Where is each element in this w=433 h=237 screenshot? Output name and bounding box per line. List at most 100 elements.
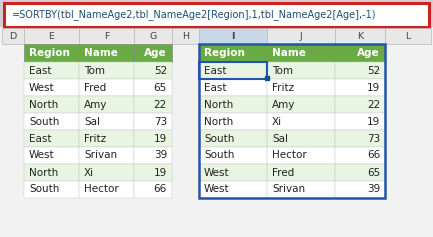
Text: G: G xyxy=(149,32,157,41)
Bar xyxy=(335,96,385,113)
Text: 65: 65 xyxy=(367,168,380,178)
Bar xyxy=(267,28,335,44)
Text: 22: 22 xyxy=(154,100,167,109)
Text: Name: Name xyxy=(84,48,118,58)
Bar xyxy=(134,164,172,181)
Bar xyxy=(199,113,267,130)
Bar xyxy=(24,147,79,164)
Bar xyxy=(267,113,335,130)
Bar xyxy=(24,96,79,113)
Bar xyxy=(199,44,385,198)
Bar xyxy=(79,96,134,113)
Text: Age: Age xyxy=(144,48,167,58)
Text: L: L xyxy=(405,32,410,41)
Bar xyxy=(267,130,335,147)
Bar xyxy=(79,79,134,96)
Bar xyxy=(24,113,79,130)
Text: North: North xyxy=(29,168,58,178)
Bar xyxy=(267,181,335,198)
Text: Fritz: Fritz xyxy=(272,82,294,92)
Bar xyxy=(134,44,172,62)
Bar xyxy=(335,130,385,147)
Text: Srivan: Srivan xyxy=(272,184,305,195)
Bar xyxy=(199,164,267,181)
Bar xyxy=(335,181,385,198)
Text: North: North xyxy=(204,100,233,109)
Text: 73: 73 xyxy=(154,117,167,127)
Text: South: South xyxy=(204,133,234,143)
Text: E: E xyxy=(48,32,55,41)
Text: Srivan: Srivan xyxy=(84,150,117,160)
Bar xyxy=(335,44,385,62)
Text: West: West xyxy=(29,150,55,160)
Text: 66: 66 xyxy=(367,150,380,160)
Text: F: F xyxy=(104,32,109,41)
Text: Tom: Tom xyxy=(272,65,293,76)
Text: Age: Age xyxy=(357,48,380,58)
Text: North: North xyxy=(29,100,58,109)
Bar xyxy=(134,62,172,79)
Text: 66: 66 xyxy=(154,184,167,195)
Text: Fred: Fred xyxy=(84,82,106,92)
Bar xyxy=(335,147,385,164)
Text: D: D xyxy=(10,32,16,41)
Bar xyxy=(0,27,433,237)
Text: 52: 52 xyxy=(367,65,380,76)
Bar xyxy=(199,62,267,79)
Bar xyxy=(24,62,79,79)
Text: Sal: Sal xyxy=(272,133,288,143)
Bar xyxy=(2,28,24,44)
Bar xyxy=(79,181,134,198)
Bar xyxy=(335,164,385,181)
Bar xyxy=(199,62,267,79)
Text: =SORTBY(tbl_NameAge2,tbl_NameAge2[Region],1,tbl_NameAge2[Age],-1): =SORTBY(tbl_NameAge2,tbl_NameAge2[Region… xyxy=(12,9,377,20)
Text: 19: 19 xyxy=(367,117,380,127)
Bar xyxy=(267,62,335,79)
Bar xyxy=(79,147,134,164)
Text: East: East xyxy=(29,133,52,143)
Text: 39: 39 xyxy=(154,150,167,160)
Text: J: J xyxy=(300,32,302,41)
Bar xyxy=(24,44,79,62)
Bar xyxy=(24,164,79,181)
Text: 19: 19 xyxy=(154,168,167,178)
Text: Hector: Hector xyxy=(272,150,307,160)
Bar xyxy=(79,44,134,62)
Bar xyxy=(385,28,431,44)
Bar xyxy=(267,44,335,62)
Bar xyxy=(134,147,172,164)
Text: I: I xyxy=(231,32,235,41)
Bar xyxy=(134,79,172,96)
Bar xyxy=(24,28,79,44)
Text: 52: 52 xyxy=(154,65,167,76)
Bar xyxy=(134,130,172,147)
Bar xyxy=(267,164,335,181)
Text: Xi: Xi xyxy=(272,117,282,127)
Text: Amy: Amy xyxy=(84,100,107,109)
Bar xyxy=(199,96,267,113)
Text: East: East xyxy=(204,65,226,76)
Bar xyxy=(172,28,199,44)
Text: Fred: Fred xyxy=(272,168,294,178)
Text: Sal: Sal xyxy=(84,117,100,127)
Text: Region: Region xyxy=(29,48,70,58)
Bar xyxy=(267,147,335,164)
Text: Amy: Amy xyxy=(272,100,295,109)
Bar xyxy=(134,113,172,130)
Bar xyxy=(267,79,335,96)
Text: 19: 19 xyxy=(154,133,167,143)
Bar xyxy=(199,130,267,147)
Text: 19: 19 xyxy=(367,82,380,92)
Text: South: South xyxy=(29,117,59,127)
Text: Xi: Xi xyxy=(84,168,94,178)
Text: South: South xyxy=(204,150,234,160)
Bar xyxy=(199,44,267,62)
Bar xyxy=(79,130,134,147)
Text: Name: Name xyxy=(272,48,306,58)
Bar xyxy=(335,79,385,96)
Text: South: South xyxy=(29,184,59,195)
Bar xyxy=(199,181,267,198)
Bar xyxy=(79,28,134,44)
Text: West: West xyxy=(204,184,229,195)
Text: Tom: Tom xyxy=(84,65,105,76)
